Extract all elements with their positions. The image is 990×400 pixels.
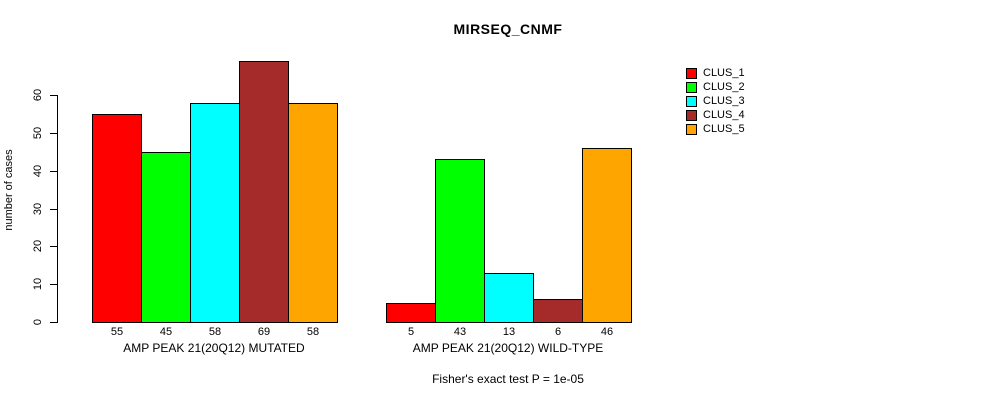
- legend-item-clus_2: CLUS_2: [686, 80, 745, 94]
- legend-swatch-icon: [686, 109, 697, 121]
- legend-swatch-icon: [686, 67, 697, 79]
- bar-value-label: 69: [257, 326, 271, 338]
- bar-value-label: 58: [306, 326, 320, 338]
- bar-value-label: 58: [208, 326, 222, 338]
- y-axis-tick-label: 0: [32, 318, 44, 326]
- legend-label: CLUS_4: [703, 109, 745, 121]
- y-axis-tick-label: 10: [32, 277, 44, 291]
- y-axis-tick-label: 60: [32, 88, 44, 102]
- legend-item-clus_1: CLUS_1: [686, 66, 745, 80]
- group-label-wild-type: AMP PEAK 21(20Q12) WILD-TYPE: [412, 341, 604, 355]
- bar-value-label: 45: [159, 326, 173, 338]
- legend-swatch-icon: [686, 95, 697, 107]
- bar-clus_3-group1: [190, 103, 240, 323]
- legend-swatch-icon: [686, 81, 697, 93]
- bar-clus_4-group2: [533, 299, 583, 323]
- legend-label: CLUS_2: [703, 81, 745, 93]
- bar-clus_4-group1: [239, 61, 289, 323]
- y-axis-tick: [50, 209, 57, 210]
- legend-item-clus_5: CLUS_5: [686, 122, 745, 136]
- group-label-mutated: AMP PEAK 21(20Q12) MUTATED: [123, 341, 305, 355]
- legend-label: CLUS_5: [703, 123, 745, 135]
- y-axis-tick: [50, 95, 57, 96]
- y-axis-tick: [50, 322, 57, 323]
- y-axis-tick: [50, 133, 57, 134]
- legend-item-clus_4: CLUS_4: [686, 108, 745, 122]
- bar-clus_3-group2: [484, 273, 534, 323]
- legend-item-clus_3: CLUS_3: [686, 94, 745, 108]
- y-axis-line: [57, 95, 58, 323]
- legend: CLUS_1 CLUS_2 CLUS_3 CLUS_4 CLUS_5: [686, 66, 745, 136]
- y-axis-tick: [50, 171, 57, 172]
- bar-clus_1-group2: [386, 303, 436, 323]
- bar-value-label: 43: [453, 326, 467, 338]
- fisher-test-annotation: Fisher's exact test P = 1e-05: [432, 372, 584, 386]
- y-axis-label: number of cases: [3, 149, 15, 231]
- bar-value-label: 55: [110, 326, 124, 338]
- y-axis-tick-label: 30: [32, 202, 44, 216]
- y-axis-tick: [50, 284, 57, 285]
- bar-clus_2-group1: [141, 152, 191, 323]
- bar-value-label: 13: [502, 326, 516, 338]
- y-axis-tick-label: 50: [32, 126, 44, 140]
- legend-swatch-icon: [686, 123, 697, 135]
- bar-clus_5-group2: [582, 148, 632, 323]
- chart-title: MIRSEQ_CNMF: [453, 21, 563, 37]
- bar-clus_2-group2: [435, 159, 485, 323]
- bar-value-label: 5: [407, 326, 415, 338]
- bar-value-label: 6: [554, 326, 562, 338]
- legend-label: CLUS_3: [703, 95, 745, 107]
- y-axis-tick-label: 40: [32, 164, 44, 178]
- legend-label: CLUS_1: [703, 67, 745, 79]
- y-axis-tick: [50, 246, 57, 247]
- bar-clus_5-group1: [288, 103, 338, 323]
- bar-clus_1-group1: [92, 114, 142, 323]
- bar-value-label: 46: [600, 326, 614, 338]
- y-axis-tick-label: 20: [32, 239, 44, 253]
